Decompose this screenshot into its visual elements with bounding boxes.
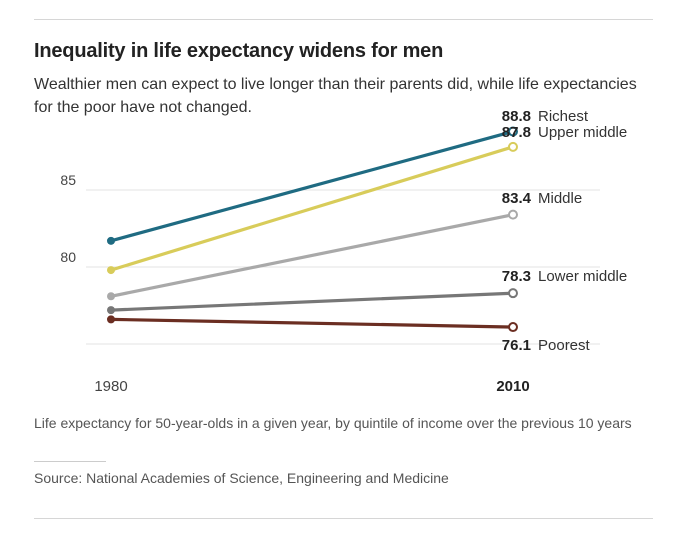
source-text: Source: National Academies of Science, E… xyxy=(34,470,449,486)
bottom-divider xyxy=(34,518,653,519)
series-line-upper-middle xyxy=(109,145,515,272)
series-name-label-middle: Middle xyxy=(538,190,582,207)
y-tick-label: 80 xyxy=(60,249,76,265)
point-2010-richest xyxy=(508,126,518,137)
chart-note: Life expectancy for 50-year-olds in a gi… xyxy=(34,415,632,431)
point-2010-upper-middle xyxy=(508,141,518,152)
series-name-label-lower-middle: Lower middle xyxy=(538,268,627,285)
line-chart: 80 85 1980 2010 88.8 Richest 87.8 Upper middle… xyxy=(60,108,627,395)
point-1980-middle xyxy=(107,292,115,301)
value-label-lower-middle: 78.3 xyxy=(502,268,531,285)
series-name-label-richest: Richest xyxy=(538,108,589,125)
point-2010-middle xyxy=(508,209,518,220)
series-line-middle xyxy=(109,213,515,298)
x-tick-label: 2010 xyxy=(496,378,529,395)
value-label-richest: 88.8 xyxy=(502,108,531,125)
series-line-poorest xyxy=(109,317,515,329)
series-line-lower-middle xyxy=(109,291,515,312)
point-2010-lower-middle xyxy=(508,288,518,299)
note-divider xyxy=(34,461,106,462)
point-1980-lower-middle xyxy=(107,306,115,315)
series-name-label-poorest: Poorest xyxy=(538,337,591,354)
point-1980-upper-middle xyxy=(107,266,115,275)
chart-title: Inequality in life expectancy widens for… xyxy=(34,40,444,62)
point-1980-poorest xyxy=(107,315,115,324)
y-tick-label: 85 xyxy=(60,172,76,188)
value-label-middle: 83.4 xyxy=(502,190,532,207)
series-line-richest xyxy=(109,129,515,243)
x-tick-label: 1980 xyxy=(94,378,127,395)
top-divider xyxy=(34,19,653,20)
value-label-upper-middle: 87.8 xyxy=(502,124,531,141)
chart-subtitle: Wealthier men can expect to live longer … xyxy=(34,76,637,116)
series-name-label-upper-middle: Upper middle xyxy=(538,124,627,141)
point-1980-richest xyxy=(107,236,115,245)
value-label-poorest: 76.1 xyxy=(502,337,531,354)
point-2010-poorest xyxy=(508,322,518,333)
